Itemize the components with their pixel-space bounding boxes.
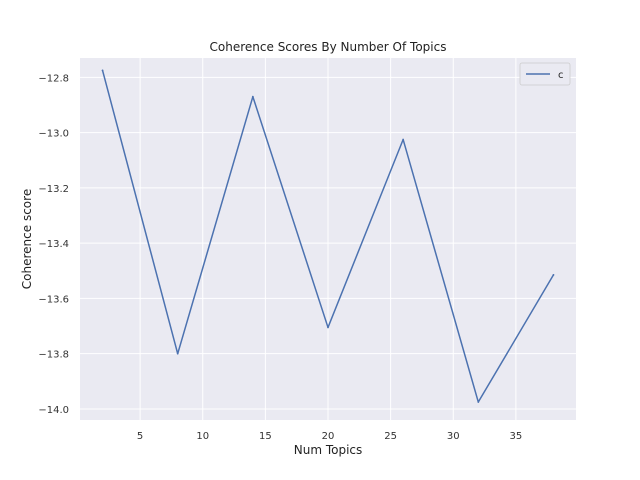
grid — [80, 58, 576, 420]
x-tick-labels: 5 10 15 20 25 30 35 — [137, 431, 522, 442]
y-tick-label: −12.8 — [38, 73, 69, 84]
y-tick-label: −13.4 — [38, 239, 69, 250]
x-tick-label: 10 — [196, 431, 209, 442]
y-tick-label: −13.6 — [38, 294, 69, 305]
x-tick-label: 5 — [137, 431, 143, 442]
chart-title: Coherence Scores By Number Of Topics — [210, 40, 447, 54]
data-point — [477, 401, 480, 403]
y-axis-label: Coherence score — [20, 189, 34, 289]
x-tick-label: 35 — [510, 431, 523, 442]
data-point — [327, 326, 329, 329]
x-tick-label: 25 — [384, 431, 397, 442]
legend: c — [519, 62, 571, 86]
y-tick-labels: −14.0 −13.8 −13.6 −13.4 −13.2 −13.0 −12.8 — [38, 73, 69, 416]
data-point — [176, 352, 179, 355]
data-point — [402, 138, 405, 141]
data-point — [552, 274, 555, 276]
x-tick-label: 15 — [259, 431, 272, 442]
x-tick-label: 20 — [322, 431, 335, 442]
series-layer — [101, 69, 555, 403]
legend-label-c: c — [558, 70, 564, 81]
y-tick-label: −14.0 — [38, 405, 69, 416]
data-point — [251, 95, 254, 98]
y-tick-label: −13.8 — [38, 350, 69, 361]
y-tick-label: −13.2 — [38, 184, 69, 195]
data-point — [101, 69, 104, 72]
x-axis-label: Num Topics — [294, 443, 363, 457]
x-tick-label: 30 — [447, 431, 460, 442]
y-tick-label: −13.0 — [38, 129, 69, 140]
